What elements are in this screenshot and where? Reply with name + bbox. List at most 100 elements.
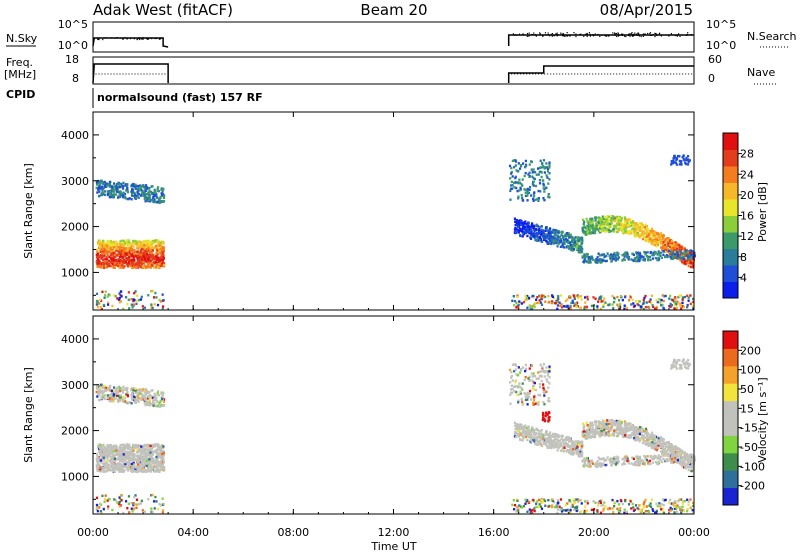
- echo-cell: [671, 244, 674, 247]
- echo-cell: [146, 469, 149, 472]
- echo-cell: [157, 239, 160, 242]
- echo-cell: [119, 251, 123, 254]
- echo-cell: [545, 162, 548, 165]
- echo-cell: [155, 296, 158, 299]
- echo-cell: [97, 265, 100, 268]
- echo-cell: [616, 295, 619, 299]
- noise-search-point: [651, 34, 653, 36]
- echo-cell: [652, 305, 655, 309]
- echo-cell: [124, 261, 128, 264]
- echo-cell: [130, 192, 134, 196]
- echo-cell: [142, 398, 145, 401]
- echo-cell: [533, 303, 536, 306]
- noise-search-point: [615, 33, 617, 35]
- noise-search-point: [146, 38, 149, 40]
- echo-cell: [644, 252, 647, 256]
- echo-cell: [109, 464, 112, 468]
- echo-cell: [572, 294, 575, 297]
- echo-cell: [549, 227, 552, 230]
- echo-cell: [118, 464, 121, 467]
- echo-cell: [96, 183, 99, 186]
- echo-cell: [136, 184, 140, 188]
- echo-cell: [150, 251, 153, 255]
- echo-cell: [544, 229, 547, 233]
- noise-search-point: [622, 33, 624, 35]
- echo-cell: [656, 258, 659, 261]
- echo-cell: [105, 465, 109, 468]
- echo-cell: [105, 261, 109, 264]
- echo-cell: [581, 255, 584, 258]
- echo-cell: [597, 221, 600, 225]
- echo-cell: [605, 229, 608, 233]
- echo-cell: [107, 245, 110, 248]
- echo-cell: [536, 167, 540, 170]
- echo-cell: [642, 255, 645, 259]
- echo-cell: [111, 258, 114, 261]
- echo-cell: [641, 237, 645, 241]
- echo-cell: [136, 388, 140, 392]
- echo-cell: [559, 294, 563, 297]
- echo-cell: [611, 220, 614, 223]
- echo-cell: [113, 459, 116, 462]
- echo-cell: [618, 307, 622, 310]
- echo-cell: [680, 259, 683, 262]
- echo-cell: [586, 224, 589, 227]
- echo-cell: [556, 511, 559, 515]
- echo-cell: [680, 506, 683, 509]
- echo-cell: [150, 261, 153, 265]
- echo-cell: [642, 301, 646, 304]
- echo-cell: [536, 301, 539, 305]
- echo-cell: [99, 466, 102, 469]
- noise-search-point: [515, 34, 517, 36]
- echo-cell: [108, 498, 111, 501]
- echo-cell: [626, 221, 629, 224]
- noise-search-point: [658, 33, 661, 35]
- echo-cell: [639, 253, 642, 256]
- echo-cell: [140, 265, 143, 269]
- echo-cell: [673, 511, 676, 514]
- echo-cell: [125, 242, 128, 245]
- echo-cell: [664, 498, 667, 502]
- echo-cell: [654, 235, 657, 238]
- echo-cell: [146, 240, 149, 244]
- echo-cell: [119, 494, 123, 497]
- echo-cell: [689, 261, 692, 264]
- echo-cell: [606, 223, 609, 226]
- echo-cell: [692, 262, 695, 265]
- echo-cell: [639, 305, 642, 308]
- echo-cell: [112, 469, 115, 473]
- noise-search-point: [142, 37, 144, 39]
- echo-cell: [659, 254, 662, 258]
- echo-cell: [542, 182, 545, 185]
- echo-cell: [144, 256, 147, 259]
- echo-cell: [124, 259, 127, 262]
- echo-cell: [647, 256, 650, 260]
- echo-cell: [98, 389, 101, 392]
- echo-cell: [613, 296, 616, 300]
- colorbar-tick-label: 24: [740, 168, 754, 181]
- echo-cell: [537, 197, 540, 200]
- echo-cell: [644, 294, 647, 298]
- echo-cell: [147, 467, 150, 470]
- echo-cell: [529, 233, 533, 237]
- echo-cell: [682, 154, 685, 157]
- echo-cell: [121, 263, 124, 267]
- echo-cell: [140, 185, 143, 188]
- echo-cell: [144, 239, 147, 243]
- echo-cell: [588, 232, 591, 235]
- echo-cell: [125, 446, 128, 449]
- echo-cell: [514, 231, 517, 235]
- echo-cell: [102, 391, 105, 394]
- echo-cell: [97, 241, 100, 244]
- echo-cell: [597, 300, 600, 303]
- echo-cell: [551, 300, 554, 303]
- echo-cell: [676, 254, 680, 258]
- noise-search-point: [687, 32, 689, 34]
- echo-cell: [105, 450, 108, 454]
- echo-cell: [100, 248, 103, 251]
- echo-cell: [107, 265, 110, 268]
- echo-cell: [149, 240, 152, 243]
- echo-cell: [610, 216, 613, 220]
- echo-cell: [151, 444, 154, 447]
- echo-cell: [122, 396, 126, 399]
